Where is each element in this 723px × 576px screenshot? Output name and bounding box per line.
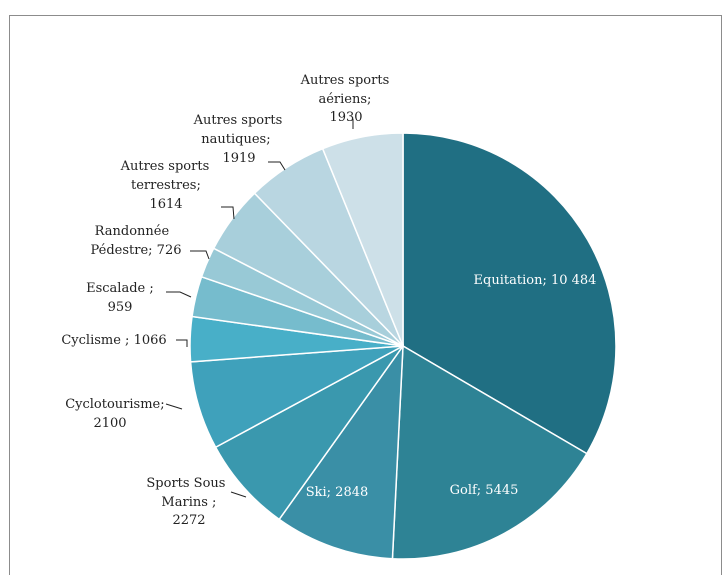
label-autres-aeriens: Autres sports aériens; 1930 [300,73,394,125]
pie-slice-autres-sports-a-riens [321,132,404,347]
label-autres-nautiques: Autres sports nautiques; 1919 [193,113,287,166]
chart-frame: Equitation; 10 484 Golf; 5445 Ski; 2848 … [9,15,722,575]
pie-chart: Equitation; 10 484 Golf; 5445 Ski; 2848 … [61,73,617,560]
label-randonnee: Randonnée Pédestre; 726 [91,224,182,258]
label-ski: Ski; 2848 [306,485,369,500]
leader-sports-sous-marins [230,491,247,498]
label-equitation: Equitation; 10 484 [474,273,597,288]
pie-slice-ski [278,343,404,560]
pie-slice-golf [391,344,588,560]
pie-slices [189,132,617,560]
label-cyclotourisme: Cyclotourisme; 2100 [65,397,169,431]
leader-cyclisme [176,339,188,347]
leader-escalade [166,291,192,298]
label-sports-sous-marins: Sports Sous Marins ; 2272 [146,476,229,528]
label-escalade: Escalade ; 959 [86,281,158,315]
label-cyclisme: Cyclisme ; 1066 [61,333,166,348]
leader-cyclotourisme [165,403,183,410]
leader-randonnee [190,250,210,260]
pie-slice-equitation [402,132,617,455]
leader-autres-terrestres [221,206,235,220]
label-autres-terrestres: Autres sports terrestres; 1614 [120,159,214,212]
leader-autres-nautiques [268,161,286,171]
label-golf: Golf; 5445 [450,483,519,498]
